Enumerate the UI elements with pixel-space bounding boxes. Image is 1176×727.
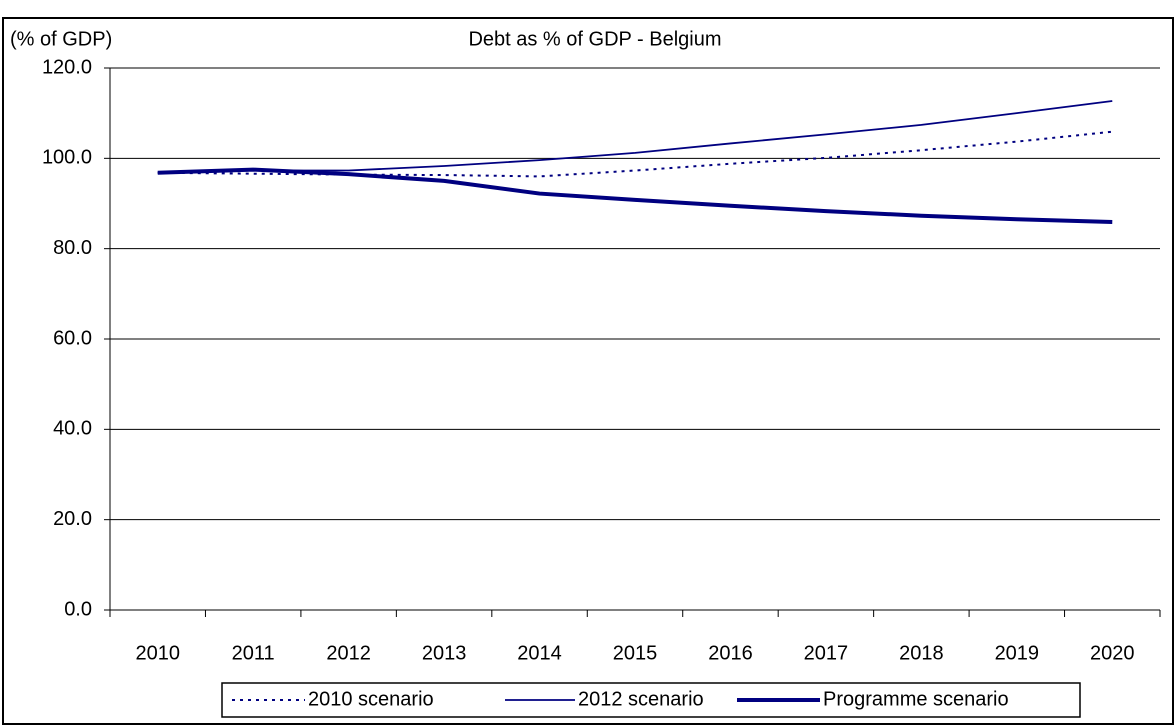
y-tick-label: 20.0 [53, 508, 92, 530]
chart-title: Debt as % of GDP - Belgium [468, 28, 721, 50]
y-tick-label: 40.0 [53, 418, 92, 440]
y-tick-label: 100.0 [42, 147, 92, 169]
series-line [157, 100, 1113, 174]
y-tick-label: 60.0 [53, 327, 92, 349]
x-tick-label: 2016 [708, 642, 753, 664]
y-tick-label: 80.0 [53, 237, 92, 259]
legend-box [221, 682, 1081, 718]
legend-label: 2012 scenario [578, 688, 704, 710]
legend-label: 2010 scenario [308, 688, 434, 710]
y-tick-label: 120.0 [42, 56, 92, 78]
x-tick-label: 2018 [899, 642, 944, 664]
legend-label: Programme scenario [823, 688, 1009, 710]
x-tick-label: 2014 [517, 642, 562, 664]
x-tick-label: 2019 [995, 642, 1040, 664]
chart-frame [2, 17, 1174, 725]
x-tick-label: 2017 [804, 642, 849, 664]
y-axis-label: (% of GDP) [10, 28, 112, 50]
x-tick-label: 2015 [613, 642, 658, 664]
x-tick-label: 2020 [1090, 642, 1135, 664]
x-tick-label: 2010 [135, 642, 180, 664]
y-tick-label: 0.0 [64, 598, 92, 620]
x-tick-label: 2011 [232, 642, 275, 664]
x-tick-label: 2012 [326, 642, 371, 664]
x-tick-label: 2013 [422, 642, 467, 664]
series-line [157, 167, 1113, 225]
